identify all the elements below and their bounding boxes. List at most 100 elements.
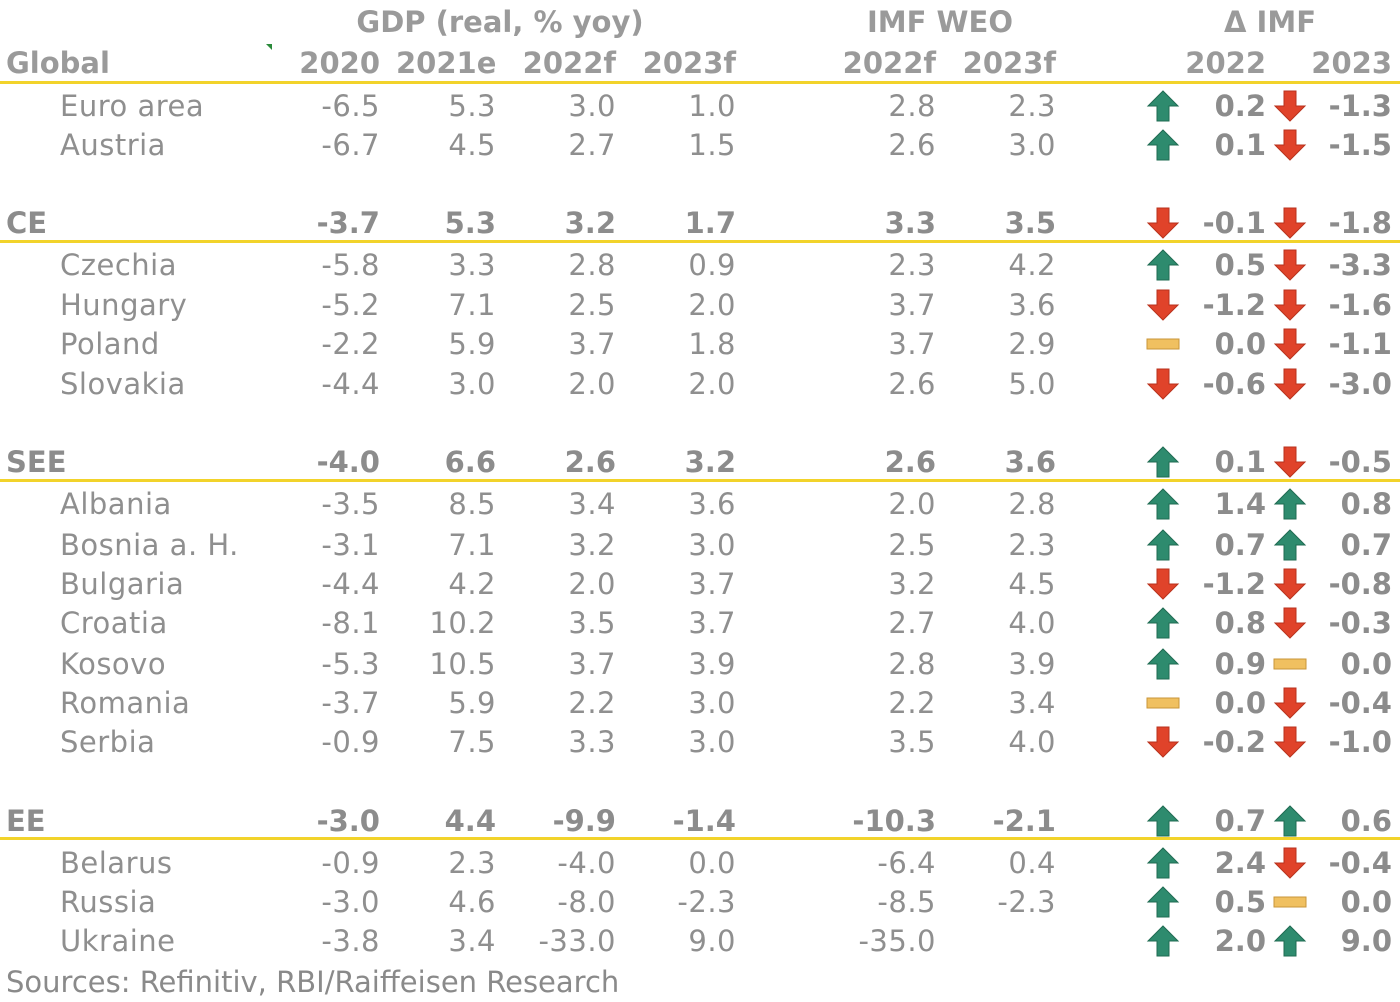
delta-2023-value: -1.1 [1328,327,1392,361]
gdp-value: 3.0 [688,725,736,759]
gdp-value: 2.3 [448,846,496,880]
imf-value: 3.6 [1004,445,1056,479]
country-label: Romania [60,686,191,720]
country-label: Ukraine [60,924,176,958]
down-arrow-icon [1273,445,1307,479]
imf-value: 2.2 [888,686,936,720]
down-arrow-icon [1273,128,1307,162]
delta-2023-value: -0.8 [1328,567,1392,601]
gdp-value: 8.5 [448,487,496,521]
delta-2023-value: -0.4 [1328,846,1392,880]
gdp-value: 3.0 [448,367,496,401]
down-arrow-icon [1273,89,1307,123]
imf-value: -10.3 [852,804,936,838]
gdp-value: 6.6 [444,445,496,479]
imf-value: 4.2 [1008,248,1056,282]
imf-value: 3.6 [1008,288,1056,322]
gdp-value: -3.0 [321,885,380,919]
imf-value: -2.3 [997,885,1056,919]
gdp-value: 2.6 [564,445,616,479]
gdp-value: -2.2 [321,327,380,361]
up-arrow-icon [1146,606,1180,640]
delta-2022-value: 1.4 [1214,487,1266,521]
down-arrow-icon [1273,288,1307,322]
delta-2023-value: -1.3 [1328,89,1392,123]
country-label: Kosovo [60,647,167,681]
down-arrow-icon [1146,367,1180,401]
gdp-value: 10.5 [429,647,496,681]
gdp-value: 3.3 [568,725,616,759]
delta-2023-value: -1.6 [1328,288,1392,322]
imf-year-header-2023f: 2023f [962,46,1056,80]
up-arrow-icon [1146,487,1180,521]
gdp-value: 2.7 [568,128,616,162]
gdp-value: 2.5 [568,288,616,322]
gdp-value: -3.8 [321,924,380,958]
gdp-value: 2.0 [568,567,616,601]
imf-value: 4.0 [1008,606,1056,640]
down-arrow-icon [1146,725,1180,759]
gdp-value: -33.0 [538,924,616,958]
country-label: Slovakia [60,367,186,401]
imf-value: 4.0 [1008,725,1056,759]
up-arrow-icon [1146,804,1180,838]
country-label: Bulgaria [60,567,185,601]
rule-global [0,81,1400,84]
gdp-value: 2.0 [688,288,736,322]
delta-2022-value: -1.2 [1202,567,1266,601]
gdp-value: 3.7 [688,567,736,601]
gdp-value: 1.0 [688,89,736,123]
imf-value: 2.8 [888,647,936,681]
delta-2022-value: 0.1 [1214,445,1266,479]
year-header-2020: 2020 [299,46,380,80]
delta-2022-value: 0.9 [1214,647,1266,681]
down-arrow-icon [1273,327,1307,361]
rule-ee [0,837,1400,840]
delta-2022-value: -0.2 [1202,725,1266,759]
imf-value: -8.5 [877,885,936,919]
down-arrow-icon [1273,686,1307,720]
imf-value: 2.3 [888,248,936,282]
gdp-value: 4.6 [448,885,496,919]
year-header-2022f: 2022f [522,46,616,80]
country-label: Poland [60,327,160,361]
up-arrow-icon [1146,89,1180,123]
gdp-value: 9.0 [688,924,736,958]
gdp-value: -9.9 [552,804,616,838]
delta-2022-value: 0.2 [1214,89,1266,123]
down-arrow-icon [1273,248,1307,282]
country-label: Belarus [60,846,173,880]
imf-value: 0.4 [1008,846,1056,880]
flat-dash-icon [1146,686,1180,720]
gdp-value: -3.0 [316,804,380,838]
gdp-value: 3.0 [688,528,736,562]
gdp-value: -2.3 [677,885,736,919]
down-arrow-icon [1273,725,1307,759]
region-label: CE [6,206,48,240]
delta-2023-value: -3.0 [1328,367,1392,401]
gdp-value: -3.1 [321,528,380,562]
gdp-value: -0.9 [321,846,380,880]
delta-2022-value: 2.4 [1214,846,1266,880]
gdp-value: -8.0 [557,885,616,919]
down-arrow-icon [1273,367,1307,401]
gdp-value: 10.2 [429,606,496,640]
imf-value: 2.8 [1008,487,1056,521]
gdp-value: 4.5 [448,128,496,162]
delta-2023-value: -0.3 [1328,606,1392,640]
gdp-value: 3.0 [568,89,616,123]
delta-2023-value: 0.7 [1340,528,1392,562]
delta-2022-value: 0.7 [1214,528,1266,562]
delta-2022-value: -0.1 [1202,206,1266,240]
gdp-value: 2.0 [688,367,736,401]
gdp-value: 3.2 [684,445,736,479]
down-arrow-icon [1273,846,1307,880]
imf-value: -2.1 [992,804,1056,838]
imf-value: 2.3 [1008,528,1056,562]
gdp-value: 1.5 [688,128,736,162]
gdp-value: 7.1 [448,288,496,322]
imf-value: 3.5 [888,725,936,759]
gdp-value: -6.5 [321,89,380,123]
country-label: Russia [60,885,157,919]
imf-value: 2.6 [884,445,936,479]
